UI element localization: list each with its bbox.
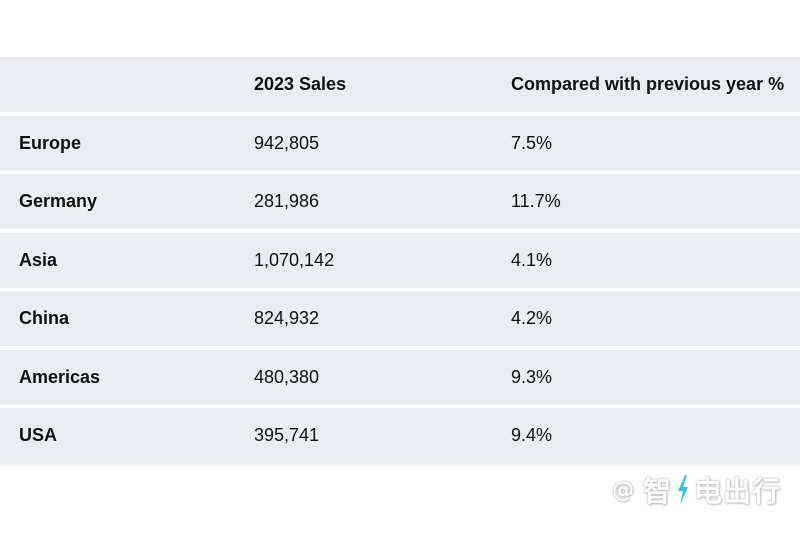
table-row: Europe 942,805 7.5% <box>0 115 800 171</box>
lightning-bolt-icon <box>678 475 689 505</box>
table-row: Germany 281,986 11.7% <box>0 174 800 229</box>
table-row: Americas 480,380 9.3% <box>0 349 800 405</box>
sales-cell: 395,741 <box>254 425 320 445</box>
region-cell: USA <box>19 425 58 445</box>
watermark-text-end: 电出行 <box>694 475 782 508</box>
change-cell: 9.3% <box>511 366 553 387</box>
sales-cell: 942,805 <box>254 132 320 153</box>
region-cell: Americas <box>19 366 101 387</box>
header-sales: 2023 Sales <box>254 74 347 94</box>
table-row: USA 395,741 9.4% <box>0 408 800 463</box>
sales-table: 2023 Sales Compared with previous year %… <box>0 57 800 463</box>
region-cell: Europe <box>19 132 82 153</box>
region-cell: Germany <box>19 191 98 211</box>
sales-cell: 480,380 <box>254 366 320 387</box>
change-cell: 4.2% <box>511 308 553 328</box>
change-cell: 11.7% <box>511 191 561 211</box>
sales-cell: 281,986 <box>254 191 320 211</box>
header-change: Compared with previous year % <box>511 74 785 94</box>
watermark-text-start: 智 <box>643 475 673 508</box>
watermark: @ 智 电出行 <box>612 470 781 510</box>
change-cell: 4.1% <box>511 249 553 270</box>
sales-cell: 1,070,142 <box>254 249 335 270</box>
table-header-row: 2023 Sales Compared with previous year % <box>0 57 800 112</box>
watermark-at: @ <box>612 477 635 503</box>
table-row: China 824,932 4.2% <box>0 291 800 346</box>
region-cell: Asia <box>19 249 58 270</box>
change-cell: 9.4% <box>511 425 553 445</box>
region-cell: China <box>19 308 70 328</box>
change-cell: 7.5% <box>511 132 553 153</box>
table-row: Asia 1,070,142 4.1% <box>0 232 800 288</box>
sales-cell: 824,932 <box>254 308 320 328</box>
